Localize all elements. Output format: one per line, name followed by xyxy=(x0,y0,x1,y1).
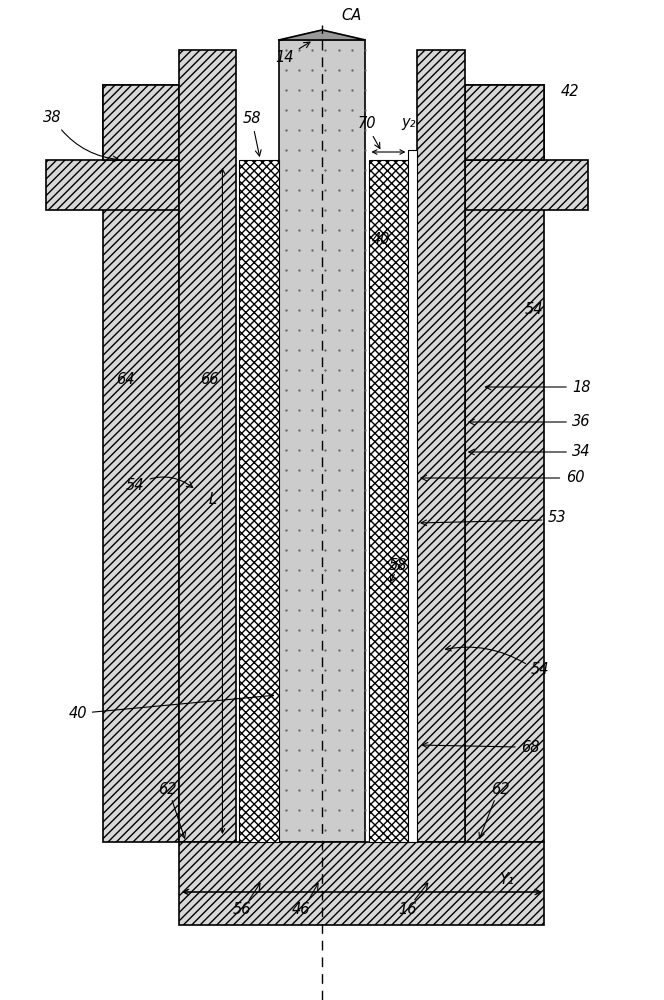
Text: 16: 16 xyxy=(398,902,416,918)
Bar xyxy=(465,85,544,842)
Bar xyxy=(103,85,179,842)
Text: 46: 46 xyxy=(291,902,310,918)
Text: 40: 40 xyxy=(372,232,390,247)
Bar xyxy=(179,50,236,842)
Bar xyxy=(179,842,544,925)
Text: 14: 14 xyxy=(276,42,310,65)
Bar xyxy=(239,160,279,842)
Bar xyxy=(417,50,465,842)
Text: 54: 54 xyxy=(531,662,550,678)
Text: 58: 58 xyxy=(242,111,261,156)
Text: L: L xyxy=(208,492,216,508)
Text: 42: 42 xyxy=(561,85,580,100)
Text: 40: 40 xyxy=(68,693,274,721)
Text: 64: 64 xyxy=(116,372,134,387)
Text: 62: 62 xyxy=(491,782,509,798)
Text: 54: 54 xyxy=(525,302,543,318)
Text: y₂: y₂ xyxy=(401,115,416,130)
Bar xyxy=(408,150,417,842)
Text: 36: 36 xyxy=(572,414,591,430)
Bar xyxy=(465,85,544,160)
Text: 62: 62 xyxy=(158,782,177,798)
Bar xyxy=(103,85,179,160)
Text: 70: 70 xyxy=(358,115,376,130)
Text: 54: 54 xyxy=(126,477,193,493)
Text: CA: CA xyxy=(342,8,362,23)
Text: 68: 68 xyxy=(521,740,540,756)
Text: 53: 53 xyxy=(548,510,566,526)
Text: 38: 38 xyxy=(43,110,119,162)
Text: Y₁: Y₁ xyxy=(499,872,514,888)
Text: 66: 66 xyxy=(200,372,218,387)
Bar xyxy=(279,40,365,842)
Text: 56: 56 xyxy=(233,902,252,918)
Polygon shape xyxy=(279,30,365,40)
Text: 58: 58 xyxy=(389,558,408,572)
Text: 18: 18 xyxy=(572,379,591,394)
Bar xyxy=(369,160,408,842)
Bar xyxy=(465,160,588,210)
Text: 34: 34 xyxy=(572,444,591,460)
Bar xyxy=(46,160,179,210)
Text: 60: 60 xyxy=(566,471,584,486)
